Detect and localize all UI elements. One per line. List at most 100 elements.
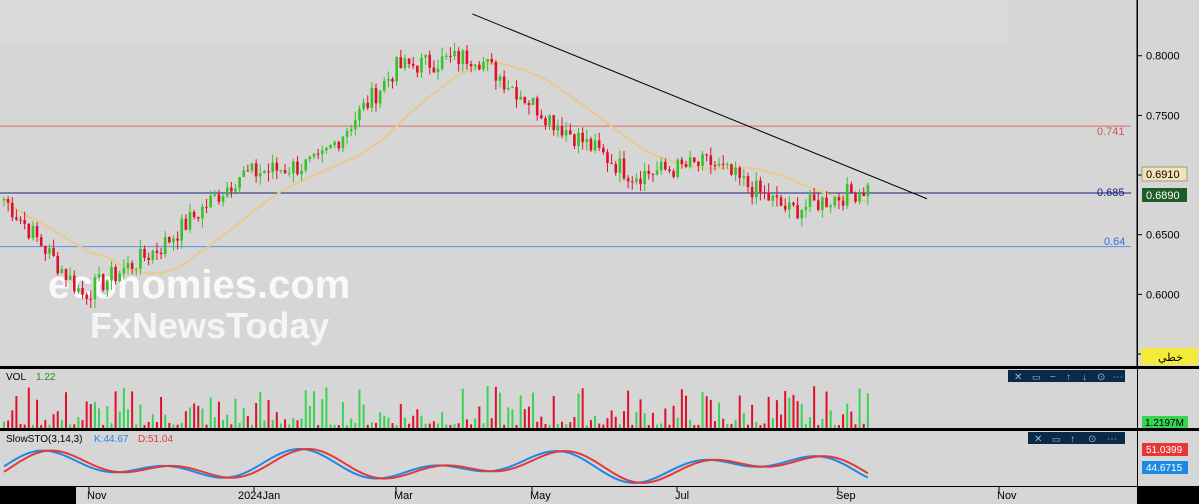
volume-bar xyxy=(565,424,568,428)
candle-body xyxy=(366,102,370,108)
candle-body xyxy=(635,178,638,182)
volume-bar xyxy=(610,410,613,428)
volume-bar xyxy=(651,412,654,428)
candle-body xyxy=(585,138,589,143)
volume-bar xyxy=(598,423,601,428)
price-tick-label-4: 0.6000 xyxy=(1146,289,1180,301)
volume-bar xyxy=(341,402,344,428)
candle-body xyxy=(155,250,159,253)
volume-bar xyxy=(643,413,646,428)
stoch-d-readout-box xyxy=(1142,443,1188,456)
arrow-down-icon[interactable]: ↓ xyxy=(1082,372,1087,383)
candle-body xyxy=(771,195,775,201)
level-label-0685: 0.685 xyxy=(1097,187,1125,199)
volume-bar xyxy=(168,422,171,428)
candle-body xyxy=(333,141,336,146)
candle-body xyxy=(378,90,382,104)
candles-layer xyxy=(2,42,870,309)
volume-bar xyxy=(189,407,191,428)
candle-body xyxy=(337,141,341,149)
candle-body xyxy=(808,194,812,207)
candle-body xyxy=(837,197,841,201)
candle-body xyxy=(139,248,142,269)
volume-bar xyxy=(771,418,774,428)
candle-body xyxy=(697,161,700,166)
candle-body xyxy=(225,187,229,197)
candle-body xyxy=(461,50,465,65)
more-icon[interactable]: ⋯ xyxy=(1113,372,1123,383)
stoch-settings-icon[interactable]: ⊙ xyxy=(1088,434,1096,445)
volume-bar xyxy=(391,423,394,428)
candle-body xyxy=(502,76,506,90)
volume-bar xyxy=(3,421,5,428)
minimize-icon[interactable]: − xyxy=(1050,372,1056,383)
volume-bar xyxy=(594,415,597,428)
volume-bar xyxy=(862,423,865,428)
volume-bar xyxy=(854,424,857,428)
candle-body xyxy=(730,164,733,175)
candle-body xyxy=(39,237,43,247)
volume-bar xyxy=(313,391,315,428)
candle-body xyxy=(209,195,212,208)
volume-bar xyxy=(540,416,543,428)
volume-bar xyxy=(238,422,241,428)
stoch-window-icon[interactable]: ▭ xyxy=(1052,434,1061,444)
settings-icon[interactable]: ⊙ xyxy=(1097,372,1105,383)
candle-body xyxy=(349,129,353,132)
volume-bar xyxy=(160,396,163,428)
candle-body xyxy=(391,78,394,82)
volume-bar xyxy=(825,391,828,428)
candle-body xyxy=(428,54,432,68)
volume-bar xyxy=(73,424,76,428)
stoch-close-icon[interactable]: ✕ xyxy=(1034,434,1042,445)
candle-body xyxy=(816,200,820,210)
volume-bar xyxy=(701,392,704,428)
stoch-arrow-up-icon[interactable]: ↑ xyxy=(1070,434,1075,445)
candle-body xyxy=(630,181,634,183)
candle-body xyxy=(387,78,390,81)
volume-bar xyxy=(569,422,572,428)
candle-body xyxy=(804,206,808,211)
window-icon[interactable]: ▭ xyxy=(1032,372,1041,382)
volume-bar xyxy=(544,423,547,428)
candle-body xyxy=(775,195,779,198)
x-tick-label-6: Nov xyxy=(997,490,1017,502)
arrow-up-icon[interactable]: ↑ xyxy=(1066,372,1071,383)
close-icon[interactable]: ✕ xyxy=(1014,372,1022,383)
volume-bar xyxy=(184,411,187,428)
candle-body xyxy=(490,58,494,63)
volume-readout-box xyxy=(1142,416,1188,428)
candle-body xyxy=(742,176,746,178)
candle-body xyxy=(358,108,361,121)
candle-body xyxy=(498,76,502,81)
language-button-label[interactable]: خطي xyxy=(1158,352,1183,364)
candle-body xyxy=(275,162,279,171)
candle-body xyxy=(234,188,237,192)
language-button[interactable] xyxy=(1141,348,1198,365)
trendline xyxy=(472,13,928,200)
stoch-more-icon[interactable]: ⋯ xyxy=(1107,434,1117,445)
volume-bar xyxy=(453,424,456,428)
candle-body xyxy=(519,96,522,100)
candle-body xyxy=(221,196,225,202)
volume-bar xyxy=(548,424,551,428)
volume-bar xyxy=(122,388,125,428)
volume-bar xyxy=(284,419,287,428)
volume-bar xyxy=(143,424,146,428)
volume-bar xyxy=(668,424,671,428)
candle-body xyxy=(134,268,138,270)
volume-bar xyxy=(693,424,696,428)
price-readout-box xyxy=(1142,188,1187,202)
candle-body xyxy=(573,134,576,147)
candle-body xyxy=(602,147,605,153)
price-tick-label-1: 0.7500 xyxy=(1146,110,1180,122)
candle-body xyxy=(312,153,316,157)
candle-body xyxy=(511,87,514,89)
volume-bar xyxy=(490,418,493,428)
candle-body xyxy=(651,173,655,175)
candle-body xyxy=(606,152,609,164)
candle-body xyxy=(812,194,816,201)
volume-bar xyxy=(56,411,59,428)
candle-body xyxy=(506,88,510,90)
